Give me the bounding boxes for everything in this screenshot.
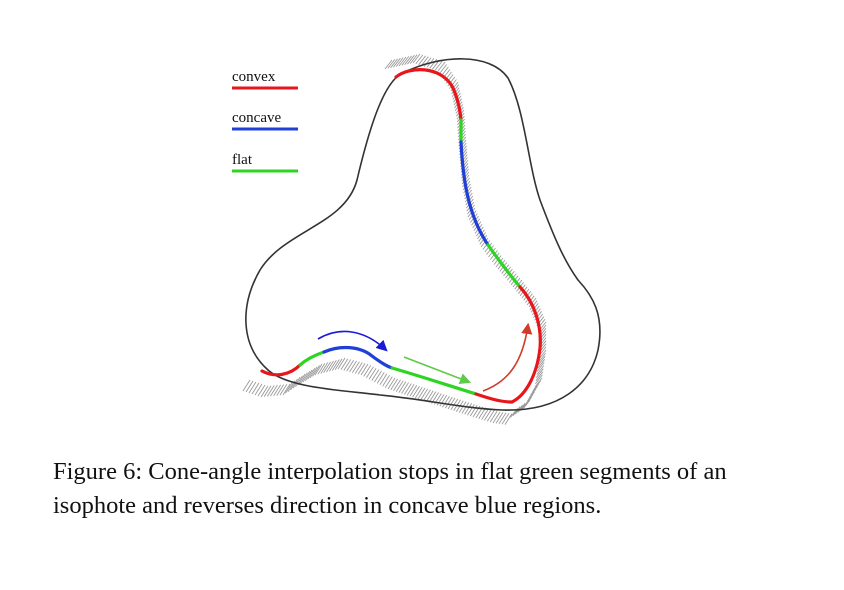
blue-arrow [317,330,388,352]
legend-concave-label: concave [232,110,281,126]
red-arrow [482,322,533,392]
bottom-flat-segment-1 [298,350,326,367]
right-convex-segment-top [394,68,463,122]
green-arrow [403,356,472,385]
bottom-convex-segment-right [474,392,514,404]
bottom-isophote [260,345,514,404]
right-isophote [394,68,542,404]
right-flat-segment-2 [486,243,522,289]
right-concave-segment [459,140,490,247]
figure-caption: Figure 6: Cone-angle interpolation stops… [53,458,727,519]
bottom-concave-segment [322,345,394,370]
legend: convex concave flat [232,69,298,173]
bottom-flat-segment-2 [390,366,478,396]
right-convex-segment-bottom [510,285,542,404]
bottom-convex-segment-left [260,363,302,377]
isophote-figure: convex concave flat [232,53,601,425]
legend-flat-label: flat [232,152,253,168]
direction-arrows [317,322,533,392]
legend-convex-label: convex [232,69,276,85]
outer-isophote [245,58,601,411]
